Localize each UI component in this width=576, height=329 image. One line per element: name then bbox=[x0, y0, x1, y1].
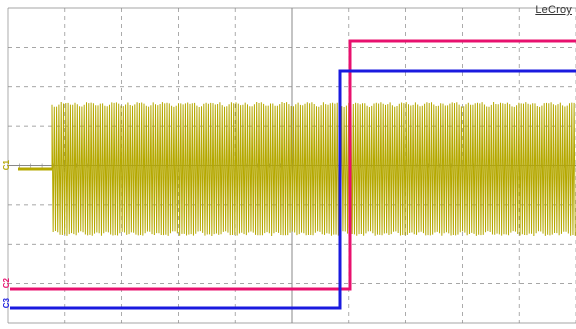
channel-marker-c2: C2 bbox=[2, 278, 11, 289]
trace-c2 bbox=[10, 39, 576, 291]
waveform-layer bbox=[10, 39, 576, 310]
channel-marker-c3: C3 bbox=[2, 298, 11, 309]
trace-c3 bbox=[10, 69, 576, 310]
channel-marker-c1: C1 bbox=[2, 160, 11, 171]
brand-label: LeCroy bbox=[535, 4, 572, 16]
trace-c1-burst bbox=[51, 101, 576, 237]
